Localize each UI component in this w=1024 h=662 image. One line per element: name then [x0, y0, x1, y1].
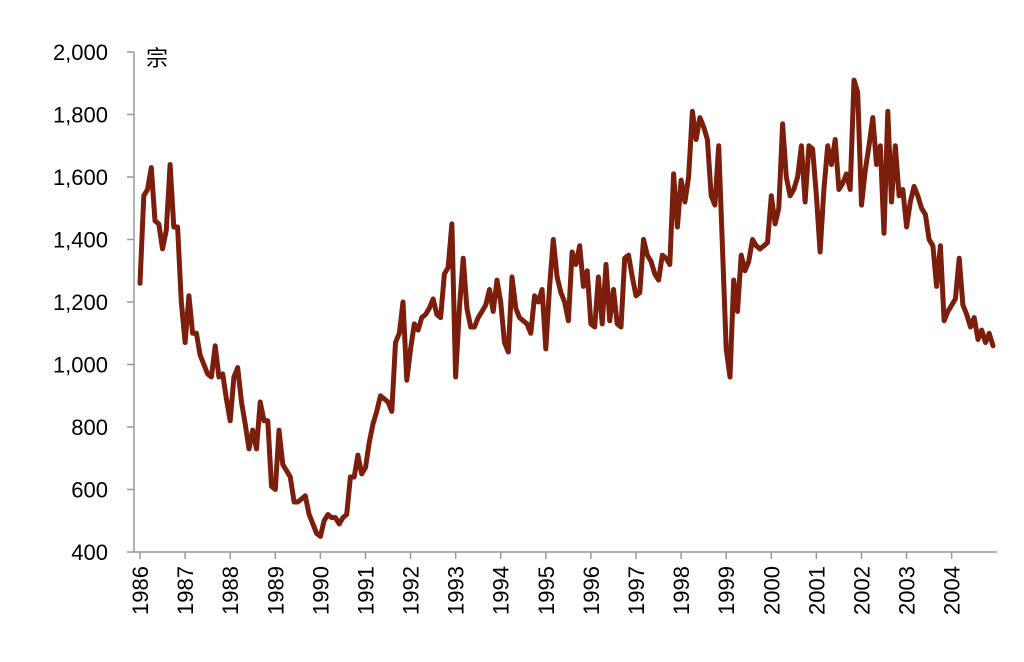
x-tick-label: 1988: [218, 566, 243, 615]
y-unit-label: 宗: [146, 47, 168, 72]
x-tick-label: 1995: [534, 566, 559, 615]
x-tick-label: 1997: [624, 566, 649, 615]
y-tick-label: 400: [71, 540, 108, 565]
x-tick-label: 2002: [849, 566, 874, 615]
y-tick-label: 1,000: [53, 353, 108, 378]
x-tick-label: 2004: [940, 566, 965, 615]
y-tick-label: 2,000: [53, 40, 108, 65]
y-tick-label: 800: [71, 415, 108, 440]
x-tick-labels: 1986 1987 1988 1989 1990 1991 1992 1993 1994 1995…: [128, 566, 965, 615]
x-tick-label: 1996: [579, 566, 604, 615]
y-tick-label: 1,600: [53, 165, 108, 190]
x-tick-label: 1998: [669, 566, 694, 615]
x-tick-marks: [139, 552, 953, 559]
x-tick-label: 1999: [714, 566, 739, 615]
x-tick-label: 1990: [308, 566, 333, 615]
y-tick-marks: [127, 51, 134, 553]
x-tick-label: 2001: [804, 566, 829, 615]
series-line: [137, 77, 996, 539]
x-tick-label: 1986: [128, 566, 153, 615]
x-tick-label: 1992: [399, 566, 424, 615]
x-tick-label: 2000: [759, 566, 784, 615]
x-tick-label: 1989: [263, 566, 288, 615]
x-tick-label: 1994: [489, 566, 514, 615]
x-tick-label: 2003: [895, 566, 920, 615]
y-tick-label: 1,800: [53, 103, 108, 128]
y-tick-labels: 400 600 800 1,000 1,200 1,400 1,600 1,800 2,000: [53, 40, 108, 565]
x-tick-label: 1991: [353, 566, 378, 615]
y-tick-label: 600: [71, 478, 108, 503]
y-tick-label: 1,400: [53, 228, 108, 253]
y-tick-label: 1,200: [53, 290, 108, 315]
x-tick-label: 1987: [173, 566, 198, 615]
x-tick-label: 1993: [444, 566, 469, 615]
